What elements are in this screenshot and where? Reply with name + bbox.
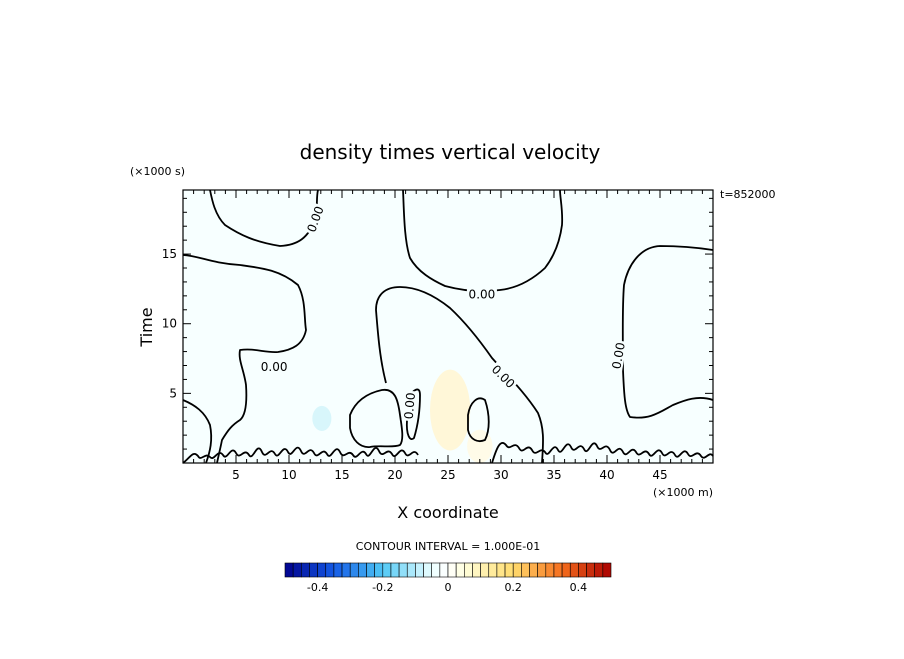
colorbar-cell — [553, 562, 563, 578]
x-tick-label: 10 — [281, 468, 296, 482]
colorbar-cell — [455, 562, 465, 578]
colorbar-cell — [358, 562, 367, 578]
x-tick-label: 15 — [334, 468, 349, 482]
colorbar-cell — [406, 562, 416, 578]
y-tick-label: 15 — [162, 247, 177, 261]
svg-text:0.00: 0.00 — [469, 287, 496, 301]
field-blob-1 — [429, 369, 471, 451]
colorbar-cell — [366, 562, 375, 578]
colorbar-cell — [382, 562, 392, 578]
x-tick-label: 45 — [652, 468, 667, 482]
colorbar-tick-label: 0 — [445, 581, 452, 594]
contour-lines — [182, 189, 714, 464]
y-axis-ticks: 5 10 15 — [162, 197, 713, 450]
plot-frame — [182, 189, 714, 464]
x-tick-label: 30 — [493, 468, 508, 482]
colorbar-tick-label: 0.4 — [570, 581, 588, 594]
svg-text:0.00: 0.00 — [261, 360, 288, 374]
colorbar-cell — [300, 562, 310, 578]
field-blob-2 — [467, 429, 493, 463]
colorbar-cell — [480, 562, 490, 578]
contour-label: 0.00 — [466, 287, 497, 301]
colorbar-cell — [325, 562, 335, 578]
colorbar-cell — [463, 562, 473, 578]
colorbar-cell — [569, 562, 579, 578]
x-unit-label: (×1000 m) — [653, 486, 713, 499]
y-unit-label: (×1000 s) — [130, 165, 185, 178]
colorbar-tick-label: -0.4 — [307, 581, 328, 594]
contour-line — [375, 286, 544, 464]
time-stamp: t=852000 — [720, 188, 776, 201]
colorbar-cell — [349, 562, 359, 578]
colorbar-cell — [512, 562, 522, 578]
contour-line — [491, 442, 714, 464]
colorbar-cell — [537, 562, 547, 578]
colorbar-cell — [431, 562, 441, 578]
colorbar-cell — [333, 562, 343, 578]
contour-line — [182, 254, 307, 464]
x-tick-label: 35 — [546, 468, 561, 482]
x-tick-label: 5 — [232, 468, 240, 482]
colorbar-cell — [309, 562, 318, 578]
contour-label: 0.00 — [401, 390, 418, 422]
field-blob-0 — [312, 405, 332, 431]
contour-line — [182, 446, 419, 464]
contour-label: 0.00 — [609, 339, 628, 372]
colorbar-cell — [602, 562, 612, 578]
contour-interval-label: CONTOUR INTERVAL = 1.000E-01 — [356, 540, 540, 553]
contour-line — [349, 388, 404, 448]
x-axis-ticks: 5 10 15 20 25 30 35 40 45 — [193, 190, 703, 482]
contour-line — [402, 189, 564, 293]
colorbar-cell — [578, 562, 587, 578]
colorbar-cell — [374, 562, 384, 578]
contour-line — [405, 388, 421, 440]
colorbar-cell — [284, 562, 294, 578]
colorbar-cell — [292, 562, 302, 578]
colorbar-cell — [398, 562, 408, 578]
colorbar: -0.4 -0.2 0 0.2 0.4 — [284, 562, 612, 594]
plot-area — [183, 190, 713, 463]
x-tick-label: 40 — [599, 468, 614, 482]
x-tick-label: 20 — [387, 468, 402, 482]
y-tick-label: 10 — [162, 317, 177, 331]
contour-line — [182, 399, 213, 464]
colorbar-cell — [521, 562, 530, 578]
colorbar-cell — [545, 562, 555, 578]
colorbar-cell — [594, 562, 604, 578]
colorbar-cell — [415, 562, 424, 578]
colorbar-cell — [390, 562, 400, 578]
colorbar-cell — [341, 562, 351, 578]
chart-title: density times vertical velocity — [300, 140, 601, 164]
colorbar-cell — [561, 562, 571, 578]
colorbar-cell — [447, 562, 457, 578]
x-tick-label: 25 — [440, 468, 455, 482]
colorbar-cell — [496, 562, 506, 578]
colorbar-cell — [423, 562, 432, 578]
colorbar-cell — [317, 562, 327, 578]
svg-text:0.00: 0.00 — [609, 341, 627, 370]
colorbar-cell — [472, 562, 481, 578]
contour-label: 0.00 — [259, 359, 290, 374]
contour-line — [621, 245, 714, 419]
contour-line — [467, 397, 490, 443]
y-axis-label: Time — [137, 307, 156, 347]
x-axis-label: X coordinate — [397, 503, 498, 522]
colorbar-tick-label: -0.2 — [372, 581, 393, 594]
svg-text:0.00: 0.00 — [402, 392, 418, 420]
colorbar-cell — [488, 562, 498, 578]
colorbar-tick-label: 0.2 — [504, 581, 522, 594]
colorbar-cell — [529, 562, 538, 578]
colorbar-cell — [439, 562, 449, 578]
y-tick-label: 5 — [169, 386, 177, 400]
colorbar-cell — [504, 562, 514, 578]
colorbar-cell — [586, 562, 595, 578]
